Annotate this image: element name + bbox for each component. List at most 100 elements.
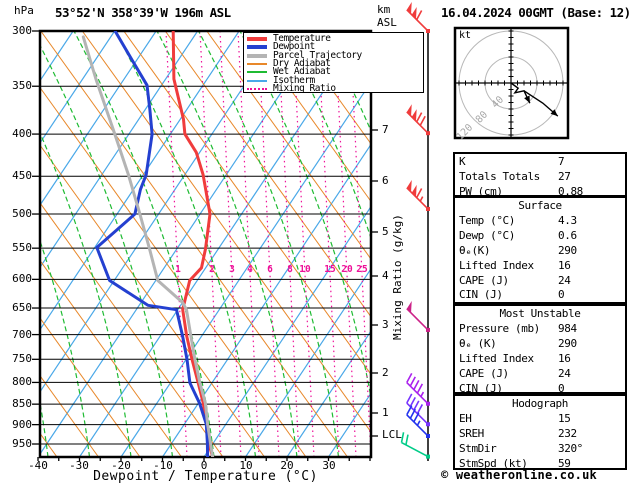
pressure-tick-label: 700 [12, 328, 32, 341]
stats-value: 15 [558, 411, 571, 425]
wet-adiabat-line [73, 31, 215, 457]
mixing-ratio-line [292, 31, 315, 457]
copyright-footer: © weatheronline.co.uk [441, 468, 597, 482]
stats-label: CIN (J) [459, 288, 503, 302]
mixing-ratio-line [277, 31, 300, 457]
wet-adiabat-line [239, 31, 371, 401]
stats-value: 0 [558, 288, 565, 302]
stats-label: Totals Totals [459, 169, 540, 183]
wet-adiabat-line [197, 31, 340, 457]
dewpoint-curve [95, 31, 210, 457]
mixing-ratio-label: 8 [287, 264, 293, 275]
mixing-ratio-label: 25 [356, 264, 368, 275]
legend-item: Dewpoint [247, 41, 420, 53]
wind-barb [406, 300, 430, 332]
dry-adiabat-line [289, 31, 371, 145]
pressure-tick-label: 950 [12, 437, 32, 450]
stats-row: StmSpd (kt) 59 [459, 457, 621, 472]
stats-row: PW (cm) 0.88 [459, 185, 621, 200]
temp-tick-label: -40 [28, 459, 48, 472]
temp-tick-label: -30 [69, 459, 89, 472]
stats-value: 290 [558, 336, 577, 350]
legend-item: Parcel Trajectory [247, 49, 420, 61]
legend-label: Wet Adiabat [273, 66, 331, 78]
stats-label: CIN (J) [459, 381, 503, 395]
mixing-ratio-label: 4 [247, 264, 253, 275]
wind-barb-column [400, 2, 430, 461]
stats-value: 4.3 [558, 213, 577, 227]
pressure-tick-label: 350 [12, 79, 32, 92]
stats-label: EH [459, 411, 472, 425]
sounding-curves [81, 31, 215, 457]
stats-value: 984 [558, 321, 577, 335]
pressure-tick-label: 450 [12, 169, 32, 182]
pressure-tick-label: 850 [12, 397, 32, 410]
stats-value: 0.88 [558, 184, 583, 198]
stats-table: Surface Temp (°C) 4.3 Dewp (°C) 0.6 θₑ(K) 290 L… [453, 196, 627, 304]
dry-adiabat-line [40, 31, 348, 457]
legend-item: Temperature [247, 33, 420, 45]
stats-label: θₑ(K) [459, 243, 491, 257]
legend-label: Dewpoint [273, 41, 315, 53]
legend-item: Mixing Ratio [247, 84, 420, 93]
temp-tick-label: -20 [111, 459, 131, 472]
pressure-tick-label: 550 [12, 241, 32, 254]
stats-row: Totals Totals 27 [459, 170, 621, 185]
wet-adiabat-line [156, 31, 298, 457]
stats-label: CAPE (J) [459, 273, 509, 287]
km-tick-label: 2 [382, 366, 389, 379]
stats-row: CAPE (J) 24 [459, 274, 621, 289]
wind-barb [406, 405, 430, 438]
stats-value: 16 [558, 351, 571, 365]
dry-adiabat-line [81, 31, 371, 433]
stats-row: CAPE (J) 24 [459, 367, 621, 382]
stats-table-title: Hodograph [511, 397, 568, 410]
dry-adiabat-line [40, 317, 141, 457]
mixing-ratio-label: 10 [299, 264, 311, 275]
pressure-tick-label: 900 [12, 418, 32, 431]
stats-table-title: Surface [518, 199, 562, 212]
hodograph-border [453, 26, 570, 140]
stats-value: 16 [558, 258, 571, 272]
dry-adiabat-line [164, 31, 371, 318]
legend-item: Wet Adiabat [247, 66, 420, 78]
pressure-unit-label: hPa [14, 4, 34, 17]
stats-label: Lifted Index [459, 351, 534, 365]
stats-label: PW (cm) [459, 184, 503, 198]
lcl-label: LCL [382, 428, 402, 441]
legend-line-sample [247, 87, 267, 90]
parcel-trajectory-curve [81, 35, 215, 457]
stats-row: StmDir 320° [459, 442, 621, 457]
stats-label: StmDir [459, 441, 497, 455]
hodograph-wind-vector [510, 82, 531, 104]
stats-row: Pressure (mb) 984 [459, 322, 621, 337]
stats-row: θₑ(K) 290 [459, 244, 621, 259]
km-tick-label: 4 [382, 269, 389, 282]
stats-label: Pressure (mb) [459, 321, 540, 335]
stats-value: 0 [558, 381, 565, 395]
datetime-title: 16.04.2024 00GMT (Base: 12) [441, 5, 629, 20]
legend-line-sample [247, 71, 267, 74]
wind-barb [406, 179, 430, 211]
legend-label: Temperature [273, 33, 331, 45]
legend-item: Isotherm [247, 75, 420, 85]
dry-adiabat-line [206, 31, 371, 260]
mixing-ratio-label: 15 [324, 264, 336, 275]
stats-value: 290 [558, 243, 577, 257]
mixing-ratio-label: 3 [229, 264, 235, 275]
mixing-ratio-line [237, 31, 260, 457]
isotherm-line [79, 31, 365, 457]
legend-label: Parcel Trajectory [273, 49, 362, 61]
legend-line-sample [247, 53, 267, 58]
temp-tick-label: 0 [200, 459, 208, 472]
stats-table: Most Unstable Pressure (mb) 984 θₑ (K) 290 Li… [453, 304, 627, 395]
dry-adiabat-line [40, 374, 99, 457]
temp-tick-label: -10 [153, 459, 173, 472]
isotherm-line [40, 31, 282, 393]
hodograph-unit-label: kt [459, 30, 472, 41]
isotherm-line [162, 143, 371, 457]
isotherm-line [286, 329, 371, 457]
pressure-tick-label: 800 [12, 375, 32, 388]
